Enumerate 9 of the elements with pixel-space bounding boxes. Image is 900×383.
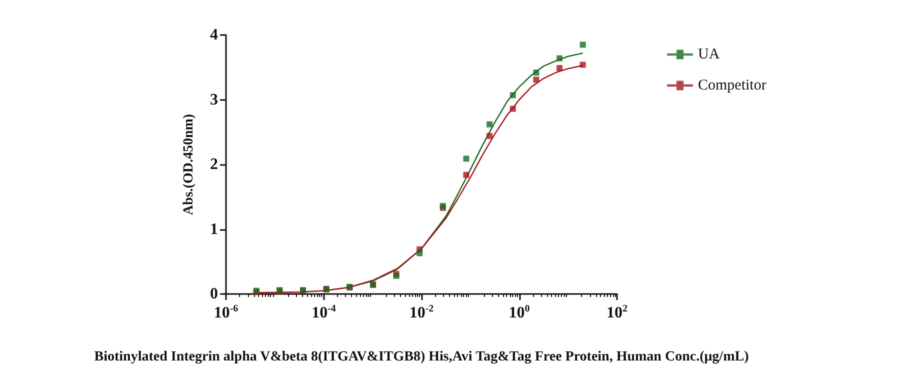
y-tick-label: 1 xyxy=(210,220,218,238)
y-tick-label: 3 xyxy=(210,91,218,108)
y-tick-label: 0 xyxy=(210,286,218,302)
y-tick-label: 2 xyxy=(210,156,218,173)
y-tick-label: 4 xyxy=(210,26,218,44)
x-axis-title: Biotinylated Integrin alpha V&beta 8(ITGAV&ITGB8) His,Avi Tag&Tag Free Protein, Human Conc.(μg/mL) xyxy=(94,350,750,364)
legend-label: UA xyxy=(698,46,720,62)
legend-label: Competitor xyxy=(698,78,766,94)
y-axis-title: Abs.(OD.450nm) xyxy=(182,114,196,216)
